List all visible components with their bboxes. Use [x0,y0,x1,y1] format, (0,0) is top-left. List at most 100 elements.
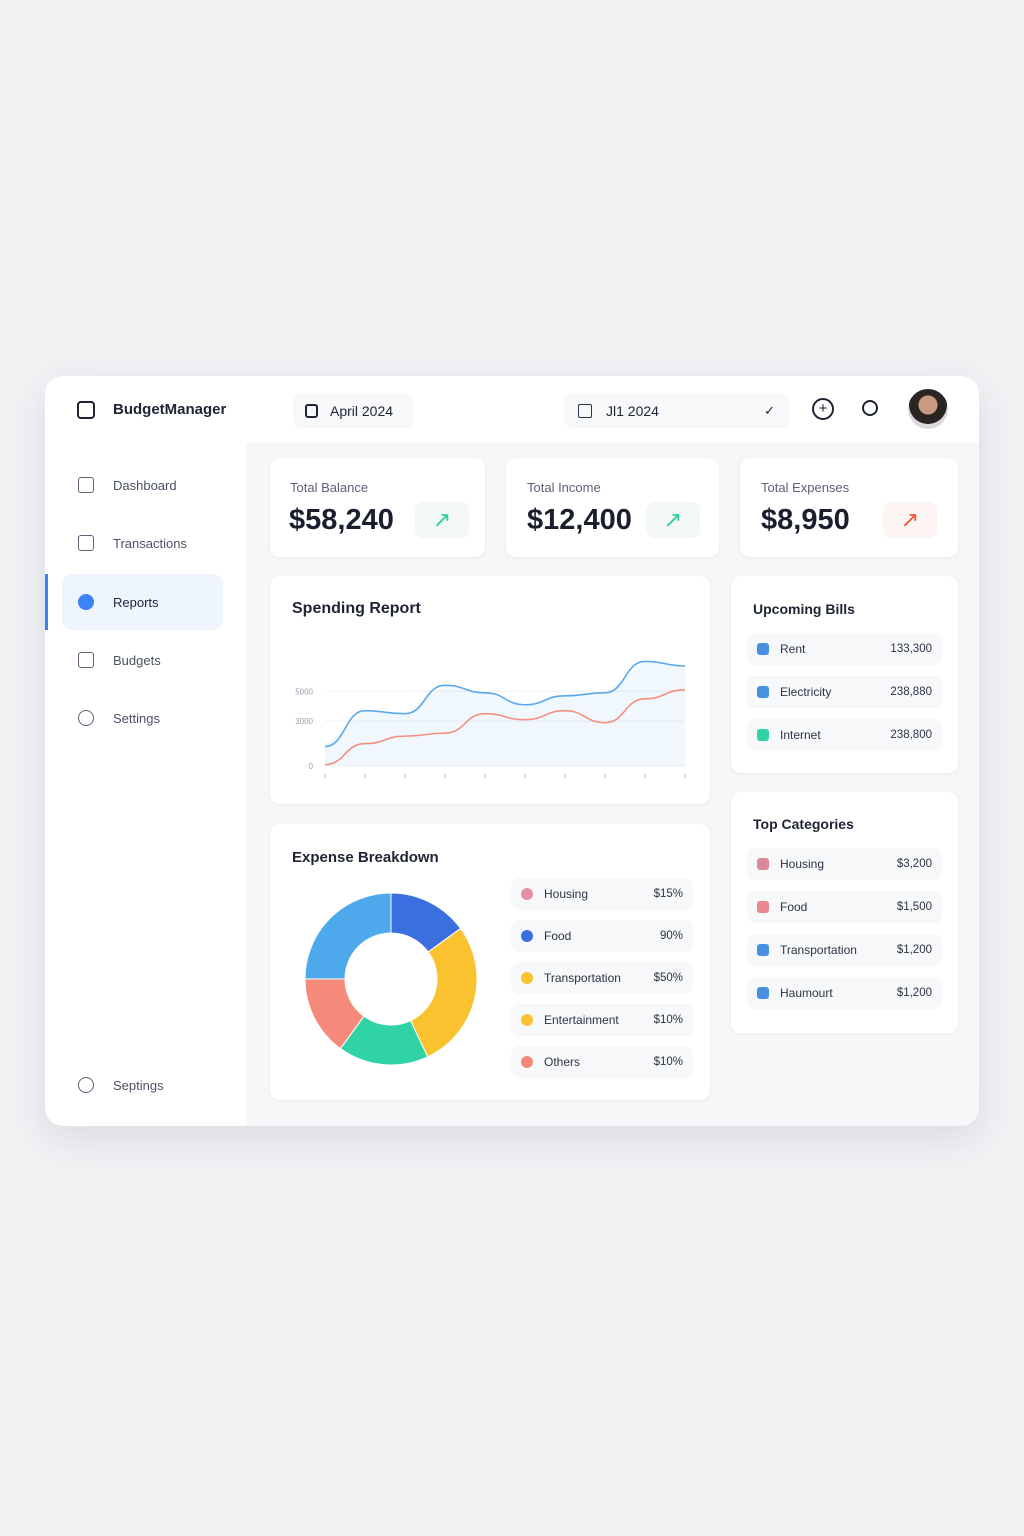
spending-report-card: Spending Report 0 3000 5000 [270,576,710,804]
row-label: Electricity [780,685,832,699]
donut-chart [304,892,478,1066]
app-window: BudgetManager April 2024 Jl1 2024 ✓ + Da… [45,376,979,1126]
categories-card: Top Categories Housing $3,200 Food $1,500 Tr… [731,792,958,1033]
series-line [324,660,686,748]
stat-label: Total Balance [290,480,369,495]
logo-icon [77,401,95,419]
y-tick-label: 0 [309,762,314,771]
legend-value: $50% [653,972,683,984]
donut-segment [304,892,392,980]
checkbox-icon [578,403,592,418]
nav-item-active[interactable]: Reports [62,574,223,630]
month-selector[interactable]: April 2024 [293,394,413,428]
legend-value: $10% [653,1056,683,1068]
legend-label: Others [544,1055,581,1069]
user-avatar[interactable] [908,389,948,429]
y-tick-label: 5000 [295,687,313,696]
row-checkbox [757,729,769,741]
list-row[interactable]: Internet 238,800 [747,719,942,751]
card-title: Upcoming Bills [753,601,855,617]
row-label: Housing [780,857,825,871]
row-label: Food [780,900,808,914]
legend-value: $10% [653,1014,683,1026]
legend-label: Food [544,929,572,943]
nav-item[interactable]: Dashboard [62,457,223,513]
legend-swatch [521,972,533,984]
stat-card: Total Income $12,400 ↗ [506,458,719,557]
row-amount: 238,880 [890,686,932,698]
line-chart: 0 3000 5000 [295,660,686,778]
nav-item[interactable]: Transactions [62,515,223,571]
active-indicator [45,574,48,630]
nav-label: Budgets [113,652,161,668]
row-checkbox [757,901,769,913]
bills-list: Rent 133,300 Electricity 238,880 Internet 238… [747,633,942,762]
row-checkbox [757,858,769,870]
y-tick-label: 3000 [295,717,313,726]
card-title: Spending Report [292,600,421,617]
list-row[interactable]: Electricity 238,880 [747,676,942,708]
row-label: Internet [780,728,821,742]
trend-up-icon: ↗ [883,502,937,538]
list-row[interactable]: Transportation $1,200 [747,934,942,966]
nav-label: Reports [113,594,159,610]
stat-card: Total Expenses $8,950 ↗ [740,458,958,557]
date-label: Jl1 2024 [606,402,659,419]
legend-swatch [521,1014,533,1026]
add-button[interactable]: + [812,398,834,420]
trend-up-icon: ↗ [415,502,469,538]
series-line [324,689,686,766]
nav-item[interactable]: Settings [62,690,223,746]
row-amount: $1,200 [896,987,932,999]
card-title: Expense Breakdown [292,849,439,866]
legend-swatch [521,888,533,900]
legend-label: Transportation [544,971,621,985]
list-row[interactable]: Housing $3,200 [747,848,942,880]
legend-swatch [521,930,533,942]
row-checkbox [757,944,769,956]
legend-label: Housing [544,887,589,901]
row-amount: $1,200 [896,944,932,956]
row-amount: $3,200 [896,858,932,870]
legend-item: Entertainment $10% [511,1004,693,1036]
month-label: April 2024 [330,403,394,419]
stat-label: Total Expenses [761,480,850,495]
legend-item: Housing $15% [511,878,693,910]
stat-value: $8,950 [761,504,850,536]
donut-segment [409,927,478,1058]
nav-label: Septings [113,1077,164,1093]
legend-value: $15% [653,888,683,900]
list-row[interactable]: Food $1,500 [747,891,942,923]
lock-icon [305,404,318,418]
list-row[interactable]: Rent 133,300 [747,633,942,665]
nav-item[interactable]: Septings [62,1057,223,1113]
row-label: Rent [780,642,806,656]
categories-list: Housing $3,200 Food $1,500 Transportation $1,… [747,848,942,1020]
list-row[interactable]: Haumourt $1,200 [747,977,942,1009]
notifications-button[interactable] [862,400,878,416]
legend-label: Entertainment [544,1013,619,1027]
date-picker[interactable]: Jl1 2024 ✓ [564,393,789,428]
row-label: Transportation [780,943,857,957]
legend-item: Others $10% [511,1046,693,1078]
legend-value: 90% [659,930,683,942]
legend-item: Transportation $50% [511,962,693,994]
bills-card: Upcoming Bills Rent 133,300 Electricity 238… [731,576,958,773]
legend-swatch [521,1056,533,1068]
row-label: Haumourt [780,986,833,1000]
row-checkbox [757,686,769,698]
chevron-icon: ✓ [764,402,775,418]
row-checkbox [757,643,769,655]
stat-value: $58,240 [289,504,394,536]
legend: Housing $15% Food 90% Transportation $50% Ente… [511,878,693,1088]
nav-label: Settings [113,710,160,726]
nav-label: Dashboard [113,477,177,493]
nav-label: Transactions [113,535,187,551]
app-name: BudgetManager [113,401,227,418]
row-checkbox [757,987,769,999]
card-title: Top Categories [753,816,854,832]
nav-item[interactable]: Budgets [62,632,223,688]
row-amount: 133,300 [890,643,932,655]
